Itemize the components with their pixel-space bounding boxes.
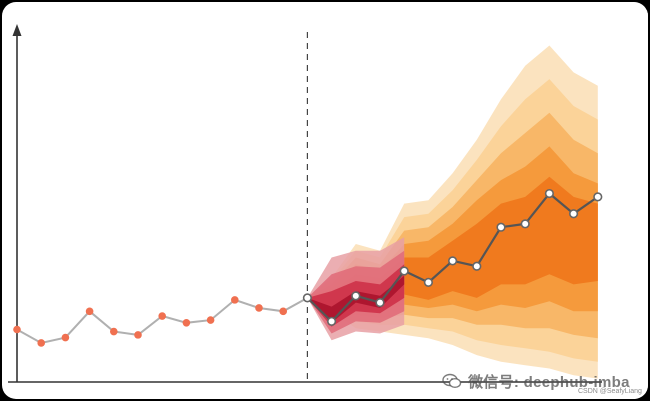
y-axis-arrow bbox=[12, 24, 22, 36]
history-point bbox=[13, 325, 21, 334]
forecast-point bbox=[302, 293, 313, 303]
axes bbox=[8, 24, 602, 383]
history-line bbox=[16, 297, 308, 345]
history-series bbox=[13, 296, 308, 347]
history-point bbox=[134, 331, 142, 339]
forecast-point bbox=[327, 316, 337, 327]
history-point bbox=[182, 318, 191, 327]
watermark: 微信号: deephub-imba bbox=[442, 368, 630, 394]
forecast-point bbox=[568, 209, 579, 219]
history-point bbox=[279, 307, 288, 316]
forecast-point bbox=[375, 297, 385, 308]
forecast-point bbox=[593, 192, 603, 202]
history-point bbox=[110, 327, 118, 336]
forecast-point bbox=[544, 188, 555, 199]
wechat-icon bbox=[442, 373, 462, 389]
history-point bbox=[61, 333, 70, 342]
credit-text: CSDN @SeafyLiang bbox=[578, 388, 642, 395]
history-point bbox=[255, 304, 263, 312]
forecast-point bbox=[423, 277, 434, 287]
forecast-point bbox=[496, 222, 506, 232]
forecast-point bbox=[399, 266, 409, 276]
history-point bbox=[37, 339, 45, 347]
history-point bbox=[231, 296, 239, 304]
forecast-point bbox=[351, 291, 361, 301]
history-point bbox=[158, 312, 166, 320]
forecast-series bbox=[302, 188, 603, 327]
history-point bbox=[206, 316, 215, 324]
forecast-point bbox=[520, 219, 530, 229]
history-point bbox=[85, 307, 94, 316]
forecast-point bbox=[448, 256, 458, 266]
forecast-point bbox=[472, 261, 482, 271]
watermark-text: 微信号: deephub-imba bbox=[468, 373, 630, 391]
